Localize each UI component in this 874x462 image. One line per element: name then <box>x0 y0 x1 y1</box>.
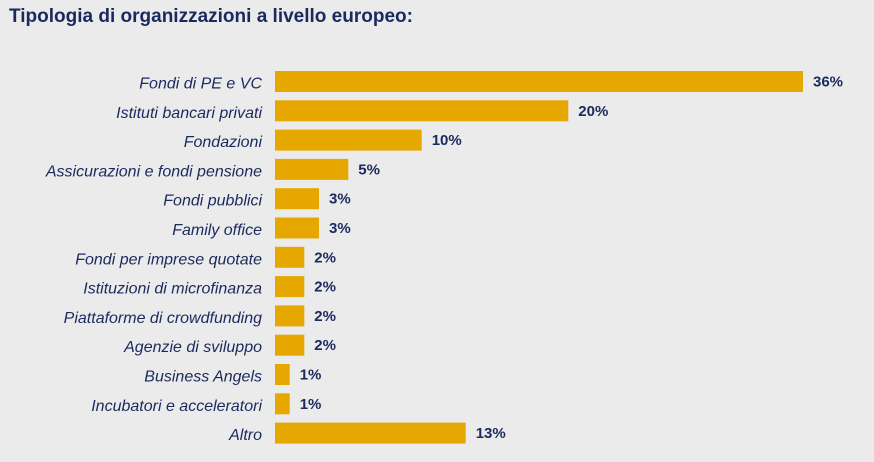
value-label: 36% <box>813 74 843 91</box>
bar <box>275 158 349 180</box>
value-label: 2% <box>314 308 336 325</box>
category-label: Istituzioni di microfinanza <box>83 281 262 298</box>
value-label: 2% <box>314 337 336 354</box>
category-label: Fondi per imprese quotate <box>75 251 262 268</box>
value-label: 1% <box>300 367 322 384</box>
value-label: 10% <box>432 132 462 149</box>
category-label: Incubatori e acceleratori <box>91 398 262 415</box>
category-label: Family office <box>172 222 262 239</box>
bar <box>275 100 569 122</box>
bar <box>275 71 803 92</box>
category-label: Assicurazioni e fondi pensione <box>45 163 262 180</box>
category-label: Altro <box>228 427 262 444</box>
bar <box>275 334 305 356</box>
chart-title: Tipologia di organizzazioni a livello eu… <box>9 6 413 27</box>
bar <box>275 188 319 210</box>
value-label: 13% <box>476 425 506 442</box>
value-label: 5% <box>358 161 380 178</box>
bar <box>275 276 305 298</box>
value-label: 2% <box>314 249 336 266</box>
value-label: 20% <box>578 103 608 120</box>
bar <box>275 129 422 151</box>
category-label: Piattaforme di crowdfunding <box>64 310 262 327</box>
value-label: 1% <box>300 396 322 413</box>
value-label: 3% <box>329 220 351 237</box>
category-label: Istituti bancari privati <box>116 105 262 122</box>
bar <box>275 393 290 415</box>
category-label: Agenzie di sviluppo <box>123 339 262 356</box>
bar <box>275 246 305 268</box>
category-label: Fondi pubblici <box>163 193 262 210</box>
value-label: 2% <box>314 279 336 296</box>
category-label: Fondazioni <box>184 134 263 151</box>
bar <box>275 305 305 327</box>
category-label: Business Angels <box>144 369 262 386</box>
bar <box>275 217 319 239</box>
bar <box>275 422 466 444</box>
bar <box>275 364 290 385</box>
category-label: Fondi di PE e VC <box>139 76 262 93</box>
value-label: 3% <box>329 191 351 208</box>
